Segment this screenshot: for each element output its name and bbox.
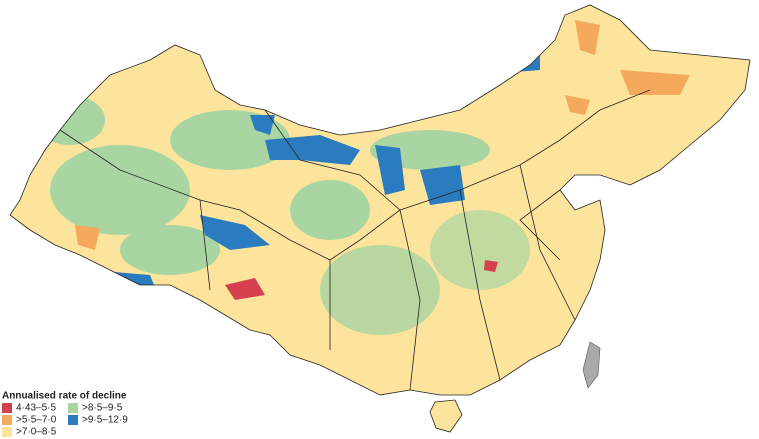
legend-swatch [68,403,78,413]
legend-label: >8·5–9·5 [82,403,123,414]
legend-title: Annualised rate of decline [2,391,127,402]
legend-swatch [2,415,12,425]
legend-swatch [68,415,78,425]
national-border [9,4,751,396]
legend: Annualised rate of decline 4·43–5·5>5·5–… [2,391,128,438]
province-borders [59,89,651,391]
legend-swatch [2,427,12,437]
china-regions [9,4,751,433]
taiwan [582,341,601,389]
legend-label: >7·0–8·5 [16,427,57,438]
hainan [429,399,463,433]
legend-label: >9·5–12·9 [82,415,128,426]
legend-label: 4·43–5·5 [16,403,56,414]
legend-label: >5·5–7·0 [16,415,57,426]
legend-swatch [2,403,12,413]
